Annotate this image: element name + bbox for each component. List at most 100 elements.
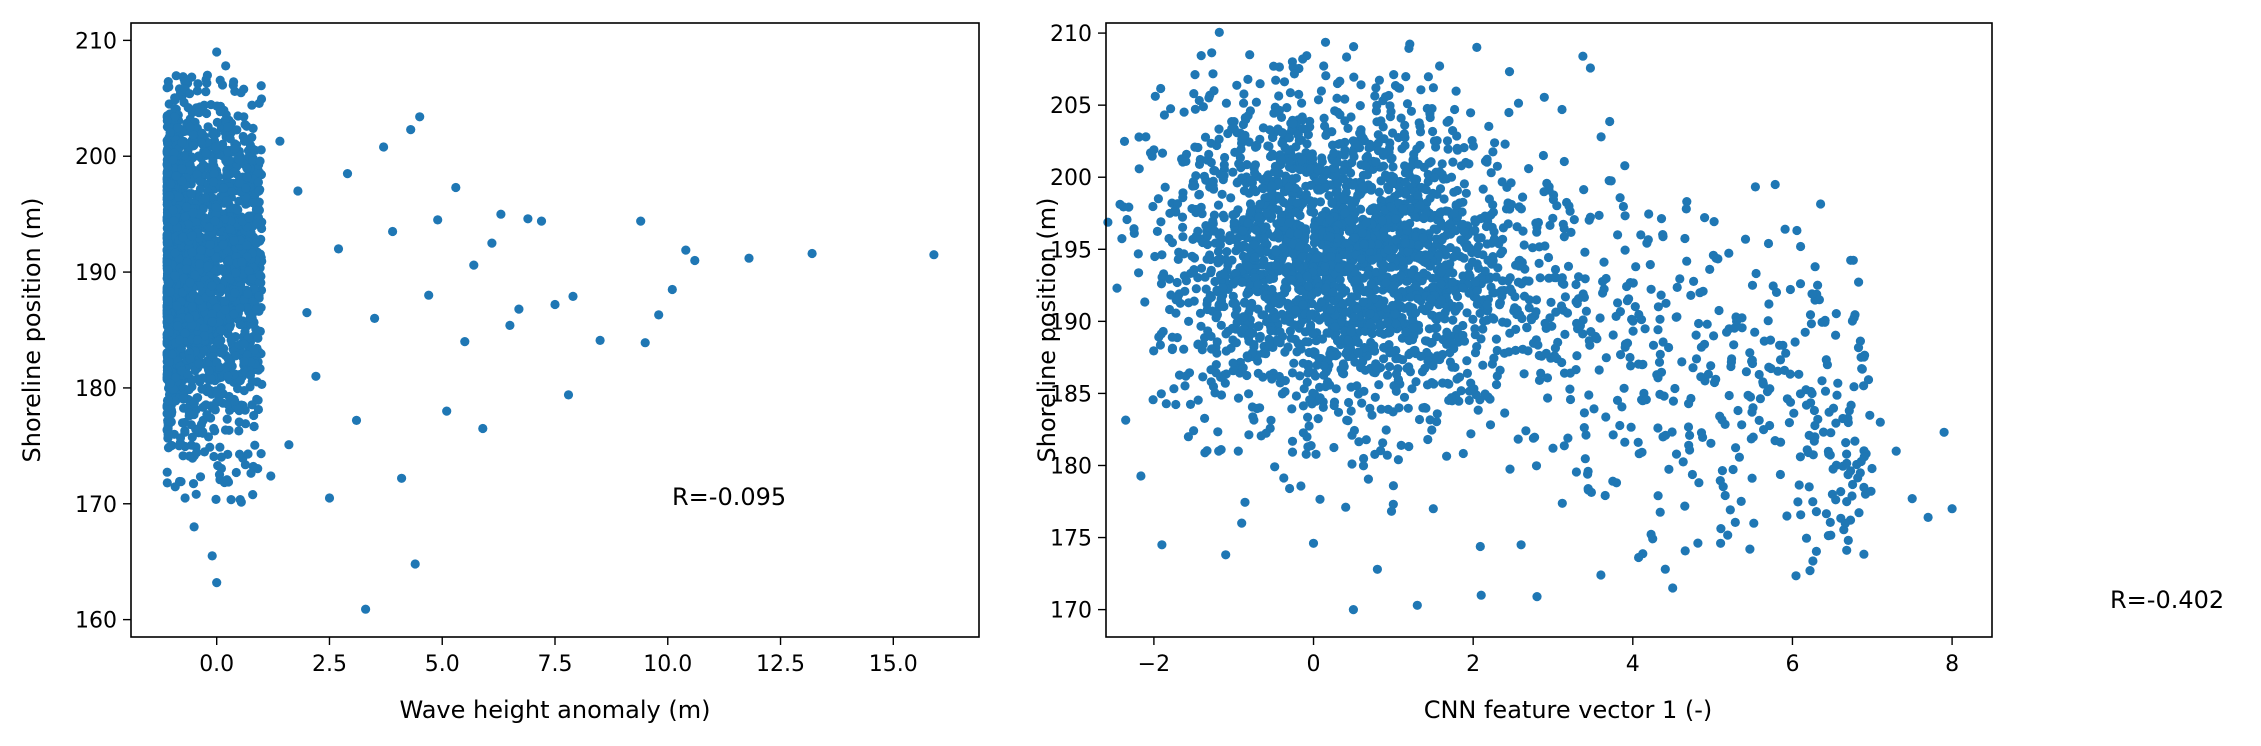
data-point <box>1472 293 1482 304</box>
data-point <box>1553 337 1563 347</box>
data-point <box>1342 52 1352 62</box>
data-point <box>1374 75 1384 85</box>
data-point <box>165 127 175 137</box>
data-point <box>1230 310 1240 320</box>
data-point <box>1250 252 1260 262</box>
data-point <box>1398 204 1408 214</box>
data-point <box>1808 497 1818 507</box>
data-point <box>1736 496 1746 506</box>
data-point <box>195 472 206 482</box>
data-point <box>1842 545 1852 555</box>
data-point <box>1383 370 1393 380</box>
data-point <box>163 395 174 405</box>
data-point <box>207 281 217 291</box>
data-point <box>1801 533 1812 543</box>
data-point <box>1488 207 1498 217</box>
data-point <box>636 216 646 226</box>
data-point <box>1343 335 1353 345</box>
data-point <box>185 354 195 364</box>
data-point <box>208 157 218 167</box>
data-point <box>1528 243 1538 253</box>
data-point <box>200 213 210 223</box>
data-point <box>1391 369 1402 379</box>
data-point <box>219 183 229 193</box>
data-point <box>1370 346 1380 356</box>
data-point <box>1581 306 1591 316</box>
data-point <box>1764 299 1774 309</box>
data-point <box>640 338 650 348</box>
data-point <box>929 250 939 260</box>
data-point <box>1238 363 1248 373</box>
data-point <box>1382 450 1392 460</box>
data-point <box>1800 327 1810 337</box>
data-point <box>203 261 213 271</box>
data-point <box>1807 289 1817 299</box>
data-point <box>1816 199 1826 209</box>
data-point <box>1404 301 1414 311</box>
data-point <box>1842 497 1852 507</box>
data-point <box>1258 123 1268 133</box>
data-point <box>1438 349 1448 360</box>
data-point <box>244 213 254 223</box>
data-point <box>227 187 237 197</box>
data-point <box>1249 239 1259 250</box>
data-point <box>205 442 215 452</box>
y-tick-label: 170 <box>75 493 117 518</box>
data-point <box>1299 384 1309 394</box>
data-point <box>1414 414 1425 425</box>
data-point <box>1863 375 1874 385</box>
data-point <box>1302 271 1312 281</box>
data-point <box>1608 330 1618 340</box>
data-point <box>1682 256 1692 266</box>
data-point <box>1212 337 1222 347</box>
data-point <box>1285 228 1295 239</box>
data-point <box>249 410 259 421</box>
data-point <box>1486 282 1496 292</box>
data-point <box>1330 322 1340 332</box>
data-point <box>1266 415 1276 425</box>
data-point <box>1428 126 1438 137</box>
data-point <box>1668 396 1678 406</box>
data-point <box>207 551 217 561</box>
data-point <box>178 394 188 404</box>
data-point <box>1214 124 1224 134</box>
data-point <box>1221 369 1231 379</box>
data-point <box>229 77 239 87</box>
data-point <box>1313 165 1323 175</box>
data-point <box>1750 327 1760 337</box>
data-point <box>1472 42 1482 53</box>
data-point <box>1853 343 1864 353</box>
data-point <box>1428 361 1438 371</box>
data-point <box>1134 164 1144 174</box>
data-point <box>1578 329 1588 339</box>
data-point <box>1747 473 1757 483</box>
data-point <box>1208 381 1219 392</box>
data-point <box>1206 157 1216 168</box>
data-point <box>1358 182 1368 192</box>
data-point <box>1510 292 1520 302</box>
data-point <box>1616 350 1626 360</box>
data-point <box>180 77 190 87</box>
data-point <box>1680 233 1690 244</box>
data-point <box>1728 464 1738 475</box>
data-point <box>184 313 194 323</box>
data-point <box>223 371 233 381</box>
data-point <box>252 218 262 228</box>
data-point <box>744 253 754 263</box>
data-point <box>1358 133 1368 143</box>
data-point <box>1193 340 1203 350</box>
data-point <box>1737 420 1747 430</box>
data-point <box>242 240 252 250</box>
data-point <box>1157 148 1168 158</box>
data-point <box>1476 334 1486 344</box>
data-point <box>1280 283 1290 294</box>
data-point <box>1524 276 1534 286</box>
data-point <box>200 193 210 203</box>
data-point <box>1467 136 1477 146</box>
data-point <box>1442 174 1452 184</box>
data-point <box>1363 269 1373 280</box>
data-point <box>212 388 222 398</box>
data-point <box>1226 193 1236 203</box>
data-point <box>176 343 186 353</box>
data-point <box>180 493 190 503</box>
